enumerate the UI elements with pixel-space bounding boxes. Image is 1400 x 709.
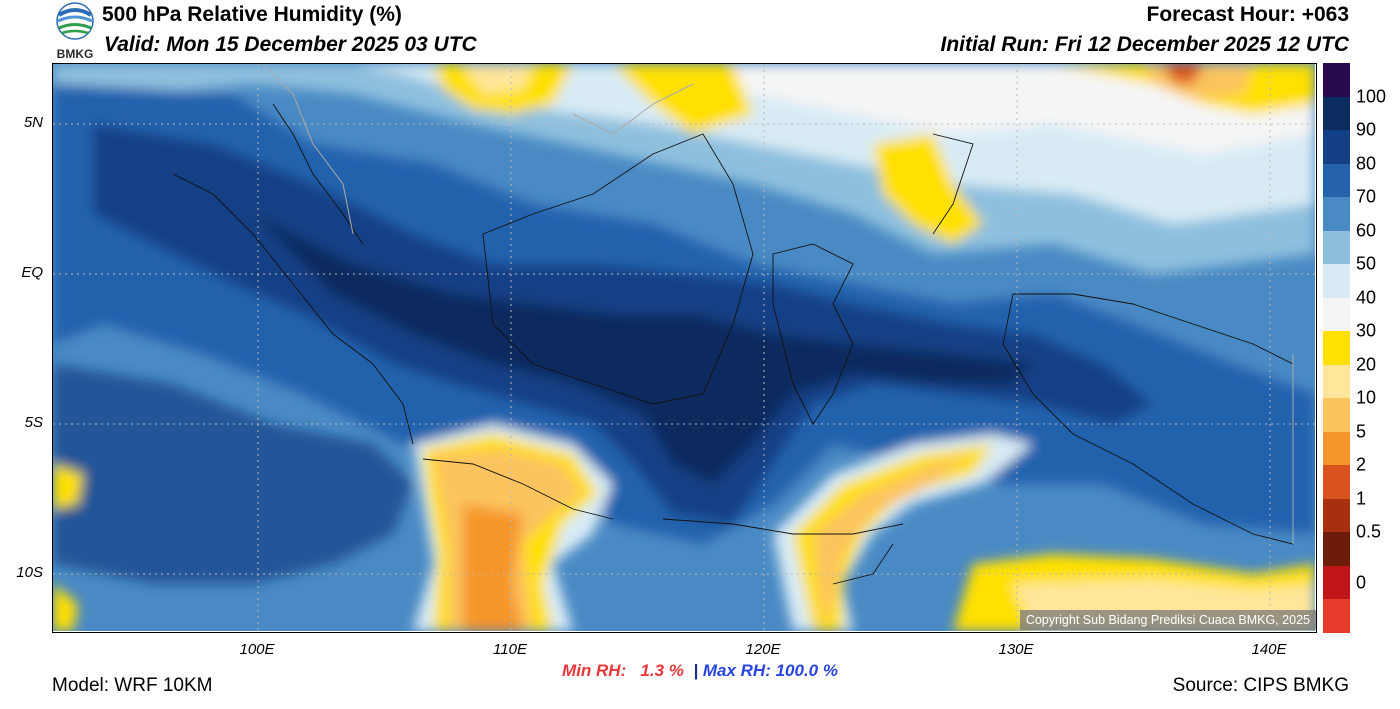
lat-label-10s: 10S <box>16 564 43 581</box>
colorbar-segment <box>1323 498 1350 533</box>
colorbar-label: 80 <box>1356 153 1377 174</box>
colorbar-segment <box>1323 297 1350 332</box>
colorbar-segment <box>1323 364 1350 399</box>
colorbar-label: 0.5 <box>1356 521 1382 542</box>
colorbar-label: 5 <box>1356 421 1367 442</box>
colorbar-segment <box>1323 264 1350 299</box>
colorbar-label: 40 <box>1356 287 1377 308</box>
model-label: Model: WRF 10KM <box>52 675 213 696</box>
humidity-map <box>52 63 1317 633</box>
colorbar-segment <box>1323 431 1350 466</box>
svg-text:BMKG: BMKG <box>57 47 94 61</box>
initial-run: Initial Run: Fri 12 December 2025 12 UTC <box>940 33 1349 56</box>
lat-label-5n: 5N <box>23 114 43 131</box>
colorbar-segment <box>1323 331 1350 366</box>
colorbar-label: 2 <box>1356 454 1367 475</box>
colorbar-label: 70 <box>1356 186 1377 207</box>
lon-label-120e: 120E <box>745 641 781 658</box>
colorbar-segment <box>1323 465 1350 500</box>
colorbar-label: 90 <box>1356 119 1377 140</box>
max-rh: Max RH: 100.0 % <box>702 661 838 680</box>
lat-label-5s: 5S <box>24 414 43 431</box>
coastlines <box>172 103 1294 585</box>
colorbar-segment <box>1323 532 1350 567</box>
colorbar-label: 0 <box>1356 572 1367 593</box>
chart-title: 500 hPa Relative Humidity (%) <box>102 3 402 26</box>
colorbar-segment <box>1323 96 1350 131</box>
lon-label-100e: 100E <box>239 641 275 658</box>
colorbar-segment <box>1323 398 1350 433</box>
colorbar-label: 10 <box>1356 387 1377 408</box>
colorbar-label: 60 <box>1356 220 1377 241</box>
lon-label-130e: 130E <box>998 641 1034 658</box>
colorbar-label: 20 <box>1356 354 1377 375</box>
copyright-label: Copyright Sub Bidang Prediksi Cuaca BMKG… <box>1019 610 1316 630</box>
source-label: Source: CIPS BMKG <box>1172 675 1349 696</box>
colorbar-segment <box>1323 599 1350 634</box>
colorbar-segment <box>1323 63 1350 98</box>
humidity-field <box>53 64 1315 631</box>
colorbar-segment <box>1323 565 1350 600</box>
min-rh: Min RH: 1.3 % <box>562 661 684 680</box>
colorbar-segment <box>1323 197 1350 232</box>
colorbar-segment <box>1323 163 1350 198</box>
lon-label-110e: 110E <box>493 641 527 658</box>
bmkg-logo: BMKG <box>56 2 94 61</box>
colorbar-label: 30 <box>1356 320 1377 341</box>
borders <box>262 64 1294 544</box>
colorbar-label: 100 <box>1356 86 1387 107</box>
rh-extremes: Min RH: 1.3 % | Max RH: 100.0 % <box>0 661 1400 681</box>
colorbar-label: 1 <box>1356 488 1367 509</box>
valid-time: Valid: Mon 15 December 2025 03 UTC <box>104 33 477 56</box>
lat-label-eq: EQ <box>21 264 43 281</box>
colorbar <box>1323 63 1350 634</box>
forecast-hour: Forecast Hour: +063 <box>1146 3 1350 26</box>
graticule <box>53 64 1315 631</box>
lon-label-140e: 140E <box>1251 641 1287 658</box>
rh-separator: | <box>693 661 699 680</box>
colorbar-label: 50 <box>1356 253 1377 274</box>
colorbar-segment <box>1323 230 1350 265</box>
colorbar-segment <box>1323 130 1350 165</box>
